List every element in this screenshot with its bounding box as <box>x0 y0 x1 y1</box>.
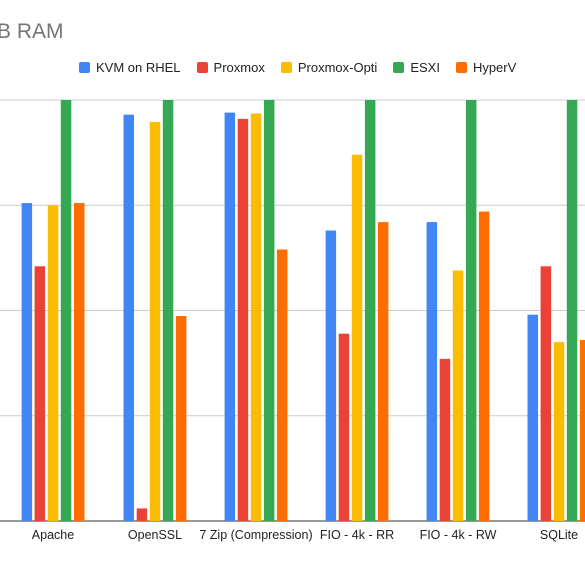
bar <box>136 508 148 521</box>
legend-item: Proxmox <box>196 60 265 75</box>
legend-label: ESXI <box>410 60 440 75</box>
x-tick-label: FIO - 4k - RR <box>320 528 394 542</box>
bar <box>21 203 33 521</box>
legend-swatch <box>393 62 405 73</box>
bar <box>224 112 236 521</box>
x-tick-labels: leApacheOpenSSL7 Zip (Compression)FIO - … <box>32 528 578 542</box>
x-tick-label: 7 Zip (Compression) <box>199 528 312 542</box>
bar <box>579 340 585 521</box>
bar <box>47 205 59 522</box>
x-tick-label: FIO - 4k - RW <box>420 528 497 542</box>
legend-swatch <box>196 62 208 73</box>
bar <box>237 118 249 522</box>
x-tick-label: Apache <box>32 528 74 542</box>
bar <box>34 266 46 521</box>
bar <box>364 100 376 521</box>
legend-item: ESXI <box>393 60 440 75</box>
legend-item: KVM on RHEL <box>79 60 181 75</box>
legend-item: Proxmox-Opti <box>280 60 378 75</box>
bar <box>452 270 464 521</box>
bar <box>123 114 134 521</box>
x-tick-label: OpenSSL <box>128 528 182 542</box>
legend-label: Proxmox-Opti <box>297 60 378 75</box>
bar <box>527 314 538 521</box>
bar <box>250 113 262 521</box>
bar <box>540 266 552 521</box>
bar <box>325 230 337 521</box>
bar <box>478 211 490 521</box>
bar <box>439 358 451 521</box>
bar <box>74 203 85 521</box>
gridlines <box>0 99 585 522</box>
chart-title: B RAM <box>0 20 64 43</box>
bar <box>465 100 477 521</box>
bar <box>263 100 275 521</box>
bar <box>553 342 565 521</box>
bar <box>162 100 174 521</box>
bar <box>276 249 288 521</box>
legend-swatch <box>455 62 467 73</box>
bar <box>351 154 363 521</box>
legend-label: HyperV <box>472 60 517 75</box>
legend-swatch <box>280 62 292 73</box>
bar <box>175 316 187 521</box>
legend-item: HyperV <box>455 60 517 75</box>
bar <box>338 333 350 521</box>
x-tick-label: SQLite <box>540 528 578 542</box>
bar <box>149 121 161 522</box>
bar <box>377 222 389 521</box>
chart-legend: KVM on RHEL Proxmox Proxmox-Opti ESXI HyperV <box>79 60 532 75</box>
legend-swatch <box>79 62 90 73</box>
bar <box>60 100 72 521</box>
bars <box>21 100 585 522</box>
bar <box>566 100 578 521</box>
legend-label: KVM on RHEL <box>96 60 181 75</box>
legend-label: Proxmox <box>213 60 265 75</box>
bar <box>426 222 438 521</box>
